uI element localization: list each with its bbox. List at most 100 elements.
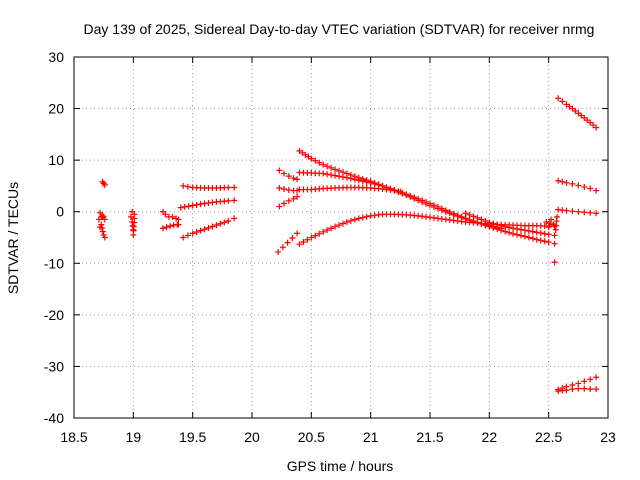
data-point [423,198,430,205]
data-point [328,185,335,192]
data-point [127,213,134,220]
x-tick-label: 22.5 [535,429,562,445]
data-point [575,385,582,392]
data-point [351,184,358,191]
data-point [359,214,366,221]
data-point [328,164,335,171]
data-point [375,185,382,192]
data-point [541,238,548,245]
data-point [581,183,588,190]
data-point [454,212,461,219]
data-point [304,186,311,193]
data-point [184,232,191,239]
data-point [217,220,224,227]
data-point [185,203,192,210]
data-point [559,207,566,214]
data-point [490,220,497,227]
series-arc-8 [177,197,238,211]
data-marks [95,95,600,395]
x-tick-label: 22 [482,429,498,445]
data-point [205,224,212,231]
data-point [343,174,350,181]
data-point [537,237,544,244]
data-point [209,199,216,206]
data-point [575,380,582,387]
y-tick-label: 20 [48,101,64,117]
data-point [181,203,188,210]
data-point [363,213,370,220]
data-point [587,185,594,192]
data-point [525,234,532,241]
data-point [529,228,536,235]
data-point [289,235,296,242]
data-point [284,239,291,246]
data-point [545,224,552,231]
series-arc-15 [296,169,558,247]
data-point [351,216,358,223]
data-point [569,386,576,393]
data-point [99,212,106,219]
data-point [430,202,437,209]
data-point [514,225,521,232]
data-point [281,200,288,207]
data-point [403,191,410,198]
data-point [399,211,406,218]
series-arc-18 [462,210,558,239]
data-point [294,193,301,200]
data-point [510,230,517,237]
data-point [446,216,453,223]
data-point [197,201,204,208]
data-point [578,112,585,119]
x-tick-label: 20.5 [298,429,325,445]
x-tick-label: 21.5 [416,429,443,445]
data-point [305,153,312,160]
series-arc-4 [127,208,138,238]
data-point [225,217,232,224]
data-point [209,223,216,230]
data-point [563,179,570,186]
data-point [434,215,441,222]
data-point [593,210,600,217]
x-tick-label: 18.5 [60,429,87,445]
data-point [482,217,489,224]
data-point [525,227,532,234]
data-point [332,166,339,173]
data-point [276,167,283,174]
plot-frame [73,56,609,419]
data-point [312,157,319,164]
data-point [213,222,220,229]
data-point [343,219,350,226]
data-point [175,221,182,228]
data-point [466,211,473,218]
data-point [498,222,505,229]
data-point [411,212,418,219]
data-point [593,386,600,393]
data-point [99,225,106,232]
data-point [470,213,477,220]
data-point [197,184,204,191]
data-point [387,211,394,218]
data-point [581,378,588,385]
data-point [320,228,327,235]
data-point [572,107,579,114]
data-point [478,216,485,223]
x-tick-label: 19 [126,429,142,445]
series-arc-13 [275,230,301,255]
data-point [304,236,311,243]
data-point [521,227,528,234]
data-point [97,209,104,216]
data-point [296,241,303,248]
data-point [193,201,200,208]
data-point [486,219,493,226]
y-tick-label: -30 [44,358,64,374]
data-point [285,197,292,204]
data-point [101,181,108,188]
data-point [387,187,394,194]
data-point [438,205,445,212]
data-point [474,214,481,221]
data-point [545,231,552,238]
data-point [162,211,169,218]
data-point [363,178,370,185]
data-point [575,208,582,215]
series-arc-9 [180,215,238,241]
